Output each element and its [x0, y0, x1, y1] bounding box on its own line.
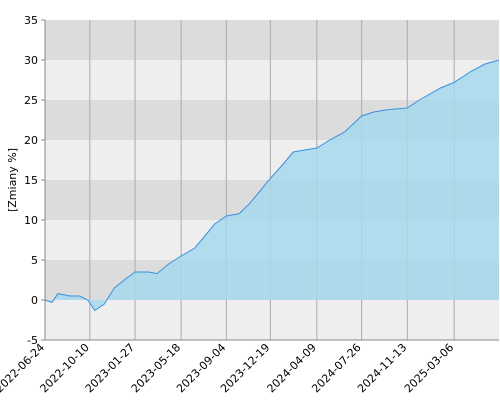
y-axis-label: [Zmiany %]: [6, 148, 19, 212]
y-tick-label: 10: [24, 214, 38, 227]
y-tick-label: 25: [24, 94, 38, 107]
area: [45, 60, 499, 311]
y-tick-label: -5: [27, 334, 38, 347]
grid-band: [45, 300, 499, 340]
line: [44, 59, 500, 312]
grid-band: [45, 20, 499, 60]
y-tick-label: 15: [24, 174, 38, 187]
x-tick-label: 2024-11-13: [355, 341, 409, 395]
y-tick-label: 5: [31, 254, 38, 267]
grid-band: [45, 60, 499, 100]
y-tick-label: 35: [24, 14, 38, 27]
y-tick-label: 20: [24, 134, 38, 147]
y-tick-label: 30: [24, 54, 38, 67]
y-tick-label: 0: [31, 294, 38, 307]
x-tick-label: 2025-03-06: [402, 341, 456, 395]
